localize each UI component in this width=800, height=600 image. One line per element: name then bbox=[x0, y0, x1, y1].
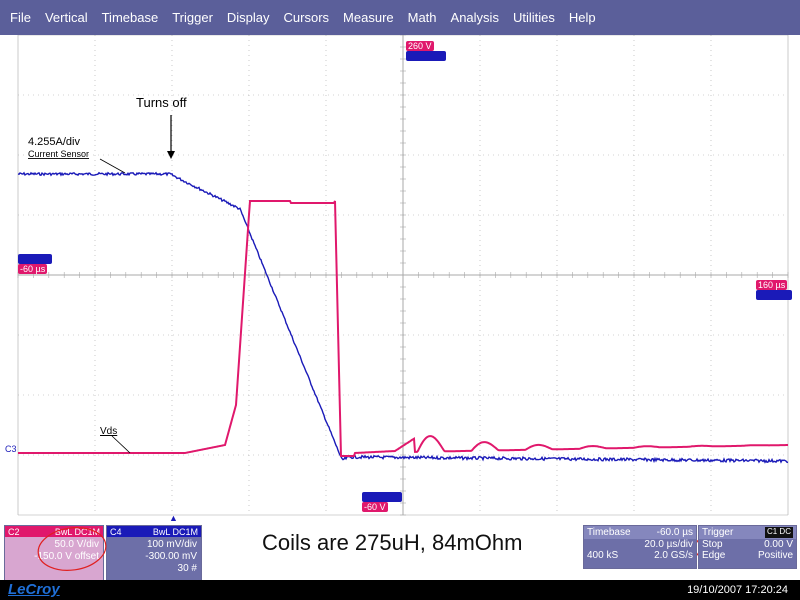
left-red-tag: -60 µs bbox=[18, 264, 48, 274]
c2-volts-div: 50.0 V/div bbox=[54, 539, 99, 550]
menu-help[interactable]: Help bbox=[568, 10, 596, 25]
status-bar: LeCroy 19/10/2007 17:20:24 bbox=[0, 580, 800, 600]
menu-display[interactable]: Display bbox=[226, 10, 270, 25]
bottom-red-tag: -60 V bbox=[362, 502, 388, 512]
turns-off-label: Turns off bbox=[136, 95, 187, 110]
trigger-title: Trigger bbox=[702, 527, 734, 538]
timebase-delay: -60.0 µs bbox=[656, 527, 693, 538]
vds-leader bbox=[111, 435, 131, 454]
timebase-samples: 400 kS bbox=[587, 550, 619, 561]
c4-offset: -300.00 mV bbox=[145, 551, 197, 562]
c4-label: C4 bbox=[110, 526, 122, 537]
timebase-title: Timebase bbox=[587, 527, 631, 538]
c2-offset: -150.0 V offset bbox=[34, 551, 99, 562]
timebase-descriptor[interactable]: Timebase -60.0 µs 20.0 µs/div 400 kS 2.0… bbox=[583, 525, 697, 569]
trigger-level: 0.00 V bbox=[764, 539, 793, 550]
trigger-mode: Stop bbox=[702, 539, 723, 550]
menu-vertical[interactable]: Vertical bbox=[44, 10, 88, 25]
c3-ground-marker: C3 bbox=[5, 444, 17, 454]
c4-badge: BwL DC1M bbox=[152, 526, 198, 537]
current-sensor-leader bbox=[99, 158, 126, 174]
menu-measure[interactable]: Measure bbox=[343, 10, 394, 25]
left-blue-tag bbox=[18, 254, 52, 264]
menu-timebase[interactable]: Timebase bbox=[101, 10, 159, 25]
current-scale-label: 4.255A/div bbox=[28, 136, 80, 148]
right-red-tag: 160 µs bbox=[756, 280, 788, 290]
c2-label: C2 bbox=[8, 526, 20, 537]
trigger-badge: C1 DC bbox=[764, 527, 793, 538]
c2-vds-trace bbox=[18, 200, 788, 457]
graticule bbox=[17, 35, 789, 516]
current-sensor-label: Current Sensor bbox=[28, 149, 89, 159]
menu-math[interactable]: Math bbox=[407, 10, 437, 25]
status-datetime: 19/10/2007 17:20:24 bbox=[687, 584, 788, 596]
menu-bar: File Vertical Timebase Trigger Display Cursor… bbox=[0, 0, 800, 35]
c4-sweeps: 30 # bbox=[177, 563, 197, 574]
timebase-time-div: 20.0 µs/div bbox=[644, 539, 693, 550]
coil-note: Coils are 275uH, 84mOhm bbox=[262, 530, 523, 555]
top-blue-tag bbox=[406, 51, 446, 61]
lecroy-logo: LeCroy bbox=[8, 581, 60, 598]
menu-trigger[interactable]: Trigger bbox=[172, 10, 213, 25]
right-blue-tag bbox=[756, 290, 792, 300]
c2-header: C2 BwL DC1M bbox=[5, 526, 103, 537]
timebase-rate: 2.0 GS/s bbox=[654, 550, 693, 561]
top-red-tag: 260 V bbox=[406, 41, 434, 51]
c2-descriptor[interactable]: C2 BwL DC1M 50.0 V/div -150.0 V offset bbox=[4, 525, 104, 581]
scope-screen: Turns off 4.255A/div Current Sensor Vds … bbox=[5, 35, 789, 516]
c4-current-trace bbox=[17, 171, 789, 464]
menu-file[interactable]: File bbox=[10, 10, 31, 25]
c4-header: C4 BwL DC1M bbox=[107, 526, 201, 537]
c2-badge: BwL DC1M bbox=[54, 526, 100, 537]
menu-cursors[interactable]: Cursors bbox=[283, 10, 330, 25]
menu-utilities[interactable]: Utilities bbox=[512, 10, 555, 25]
bottom-blue-tag bbox=[362, 492, 402, 502]
c4-volts-div: 100 mV/div bbox=[146, 539, 197, 550]
trigger-position-icon: ▲ bbox=[169, 513, 178, 523]
c2-highlight-circle bbox=[37, 527, 107, 571]
trigger-type: Edge bbox=[702, 550, 726, 561]
menu-analysis[interactable]: Analysis bbox=[450, 10, 499, 25]
trigger-slope: Positive bbox=[757, 550, 793, 561]
vds-label: Vds bbox=[100, 426, 117, 437]
arrow-head-icon bbox=[167, 151, 175, 159]
trigger-descriptor[interactable]: Trigger C1 DC Stop 0.00 V Edge Positive bbox=[698, 525, 797, 569]
